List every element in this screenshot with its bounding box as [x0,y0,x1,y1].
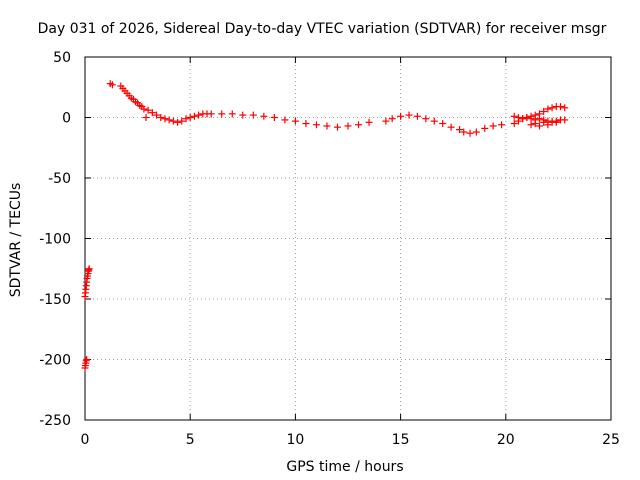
data-point [510,112,518,120]
data-point [291,117,299,125]
data-point [498,121,506,129]
data-point [85,265,93,273]
data-point [382,117,390,125]
data-point [535,115,543,123]
data-point [302,120,310,128]
data-point [207,110,215,118]
data-point [397,112,405,120]
y-tick-label: -50 [48,171,71,187]
data-point [519,115,527,123]
data-point [333,123,341,131]
data-point [365,118,373,126]
data-point [523,114,531,121]
data-point [165,116,173,124]
x-tick-label: 25 [602,432,620,448]
data-point [510,120,518,128]
axis-ticks: 0 5 10 15 20 25 50 0 -50 -100 -150 -200 -250 [39,50,620,448]
data-point [548,117,556,125]
data-point [527,121,535,129]
chart-title: Day 031 of 2026, Sidereal Day-to-day VTE… [38,21,607,37]
data-point [439,120,447,128]
data-point [144,106,152,114]
x-tick-label: 20 [497,432,515,448]
data-point [552,118,560,126]
data-point [561,116,569,124]
data-point [161,115,169,123]
data-point [456,126,464,134]
data-point [323,122,331,130]
data-point [535,122,543,130]
data-point [561,104,569,112]
data-point [83,356,91,363]
data-point [169,117,177,125]
data-point [153,111,161,119]
data-point [195,111,203,119]
data-point [447,123,455,131]
y-axis-title: SDTVAR / TECUs [8,183,24,298]
data-point [430,117,438,125]
data-point [460,128,468,136]
data-point [548,104,556,112]
data-point [228,110,236,118]
x-axis-title: GPS time / hours [286,459,403,475]
data-point [186,114,194,121]
x-tick-label: 0 [81,432,90,448]
data-point [422,115,430,123]
data-point [140,105,148,113]
data-point [489,122,497,130]
data-point [239,111,247,119]
data-point [312,121,320,129]
data-point [281,116,289,124]
y-tick-label: 50 [53,50,71,66]
data-point [413,112,421,120]
y-tick-label: -200 [39,353,71,369]
y-tick-label: -250 [39,413,71,429]
data-point [540,118,548,126]
data-point [472,128,480,136]
data-point [182,115,190,123]
data-point [249,111,257,119]
data-point [260,112,268,120]
y-tick-label: -150 [39,292,71,308]
data-point [557,103,565,111]
y-tick-label: 0 [62,111,71,127]
x-tick-label: 5 [186,432,195,448]
data-point [148,109,156,117]
data-point [157,114,165,121]
data-point [544,105,552,113]
data-point [108,81,116,89]
y-tick-label: -100 [39,232,71,248]
data-point [405,111,413,119]
data-point [174,118,182,126]
data-point [466,129,474,137]
data-point [527,115,535,123]
data-point [514,114,522,121]
data-point [142,114,150,121]
data-point [388,115,396,123]
data-points [81,80,569,372]
data-point [178,117,186,125]
data-point [481,124,489,132]
data-point [540,107,548,115]
data-point [355,121,363,129]
data-point [544,121,552,129]
data-point [531,120,539,128]
data-point [190,112,198,120]
data-point [344,122,352,130]
data-point [218,110,226,118]
x-tick-label: 10 [286,432,304,448]
x-tick-label: 15 [392,432,410,448]
data-point [270,114,278,121]
plot-area [85,57,611,420]
